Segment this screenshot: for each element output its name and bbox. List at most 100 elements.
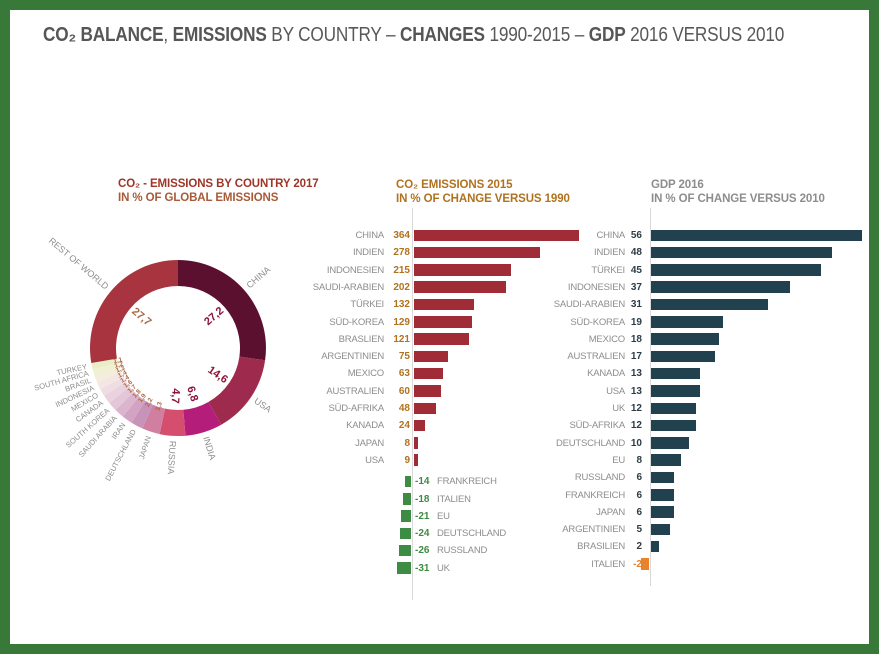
bar-value-uk: 12 xyxy=(630,403,642,414)
bar-value-mexico: 63 xyxy=(398,368,410,380)
donut-segment-south-korea xyxy=(109,386,134,410)
bar-braslien xyxy=(414,333,469,345)
donut-value-russia: 4,7 xyxy=(169,388,182,404)
bar-value-china: 364 xyxy=(393,230,410,241)
donut-segment-rest-of-world xyxy=(90,260,178,363)
bar-australien xyxy=(414,385,442,397)
bar-label-usa: USA xyxy=(606,385,625,397)
bar-uk xyxy=(651,402,697,414)
bar-label-mexico: MEXICO xyxy=(588,333,625,345)
bar-value-braslien: 121 xyxy=(393,333,410,345)
bar-value-süd-korea: 129 xyxy=(393,316,410,328)
bar-indonesien xyxy=(651,281,791,293)
bar-australien xyxy=(651,350,716,363)
donut-label-russia: RUSSIA xyxy=(166,441,178,475)
bar-value-saudi-arabien: 31 xyxy=(630,299,642,311)
donut-segment-south-africa xyxy=(92,362,120,376)
bar-label-china: CHINA xyxy=(596,230,625,241)
bar-label-australien: AUSTRALIEN xyxy=(567,351,625,363)
bar-label-uk: UK xyxy=(437,562,450,574)
bar-value-china: 56 xyxy=(630,230,642,241)
bar-label-süd-korea: SÜD-KOREA xyxy=(570,316,625,328)
donut-segment-usa xyxy=(208,356,266,425)
page-title-segment: GDP xyxy=(588,24,626,46)
page-title-segment: EMISSIONS xyxy=(172,24,267,46)
donut-segment-turkey xyxy=(91,358,118,369)
donut-value-iran: 1,9 xyxy=(137,392,148,404)
bar-saudi-arabien xyxy=(414,281,506,293)
donut-segment-india xyxy=(183,402,222,436)
bar-label-süd-afrika: SÜD-AFRIKA xyxy=(328,403,384,414)
bar-label-türkei: TÜRKEI xyxy=(591,264,625,276)
donut-value-deutschland: 2,2 xyxy=(144,397,155,409)
bar-label-indien: INDIEN xyxy=(594,247,625,259)
bar-label-indonesien: INDONESIEN xyxy=(567,281,625,293)
bar-value-argentinien: 75 xyxy=(398,351,410,363)
bar-label-eu: EU xyxy=(437,510,450,522)
bar-label-russland: RUSSLAND xyxy=(574,472,625,484)
bar-label-frankreich: FRANKREICH xyxy=(437,476,497,488)
donut-value-south-africa: 1,2 xyxy=(114,360,125,369)
bar-value-kanada: 24 xyxy=(398,420,410,432)
bar-kanada xyxy=(651,367,700,380)
bar-value-japan: 6 xyxy=(636,506,642,518)
donut-value-indonesia: 1,4 xyxy=(117,369,129,379)
bar-label-deutschland: DEUTSCHLAND xyxy=(437,528,507,540)
bar-label-uk: UK xyxy=(612,403,625,414)
page-title-segment: 2016 VERSUS 2010 xyxy=(625,24,785,46)
bar-label-italien: ITALIEN xyxy=(437,493,471,505)
bar-value-eu: 8 xyxy=(636,454,642,466)
page-title-segment: BY COUNTRY – xyxy=(266,24,401,46)
donut-value-turkey: 1,1 xyxy=(113,356,124,365)
mid-chart-title: CO₂ EMISSIONS 2015 xyxy=(396,179,513,191)
bar-süd-korea xyxy=(651,316,723,328)
bar-label-saudi-arabien: SAUDI-ARABIEN xyxy=(312,281,385,293)
donut-segment-deutschland xyxy=(131,400,153,429)
bar-value-usa: 9 xyxy=(404,454,410,466)
right-chart-title-block: GDP 2016 IN % OF CHANGE VERSUS 2010 xyxy=(651,179,825,206)
bar-argentinien xyxy=(651,523,670,536)
bar-china xyxy=(414,229,579,241)
bar-eu xyxy=(401,510,411,522)
mid-chart-axis-line xyxy=(412,208,413,600)
bar-eu xyxy=(651,454,682,466)
bar-label-russland: RUSSLAND xyxy=(437,545,488,557)
bar-value-australien: 17 xyxy=(630,351,642,363)
donut-value-india: 6,8 xyxy=(184,385,200,403)
page-title-segment: , xyxy=(163,24,173,46)
bar-value-deutschland: -24 xyxy=(415,528,430,540)
bar-deutschland xyxy=(400,527,411,540)
bar-japan xyxy=(414,437,418,449)
bar-value-türkei: 132 xyxy=(393,299,410,311)
page-title: CO₂ BALANCE, EMISSIONS BY COUNTRY – CHAN… xyxy=(43,24,784,47)
bar-süd-afrika xyxy=(414,402,436,414)
bar-label-australien: AUSTRALIEN xyxy=(326,385,384,397)
donut-value-brasil: 1,3 xyxy=(115,365,126,375)
donut-segment-saudi-arabia xyxy=(115,391,140,417)
bar-indien xyxy=(651,246,832,259)
bar-russland xyxy=(651,471,674,484)
bar-label-china: CHINA xyxy=(355,230,384,241)
bar-label-mexico: MEXICO xyxy=(347,368,384,380)
bar-russland xyxy=(399,544,411,557)
page-title-segment: 1990-2015 – xyxy=(484,24,589,46)
bar-label-kanada: KANADA xyxy=(346,420,384,432)
bar-value-eu: -21 xyxy=(415,510,430,522)
donut-label-india: INDIA xyxy=(201,435,218,461)
bar-usa xyxy=(414,454,419,466)
donut-segment-iran xyxy=(122,396,146,423)
bar-value-süd-korea: 19 xyxy=(630,316,642,328)
bar-indien xyxy=(414,246,541,259)
donut-value-usa: 14,6 xyxy=(205,364,229,386)
bar-label-japan: JAPAN xyxy=(355,437,384,449)
bar-saudi-arabien xyxy=(651,298,768,311)
donut-label-rest-of-world: REST OF WORLD xyxy=(47,236,111,292)
bar-süd-afrika xyxy=(651,419,697,432)
donut-segment-brasil xyxy=(94,367,121,383)
bar-label-frankreich: FRANKREICH xyxy=(565,489,625,501)
bar-value-uk: -31 xyxy=(415,562,430,574)
bar-türkei xyxy=(651,264,821,276)
bar-indonesien xyxy=(414,264,512,276)
bar-japan xyxy=(651,506,674,518)
